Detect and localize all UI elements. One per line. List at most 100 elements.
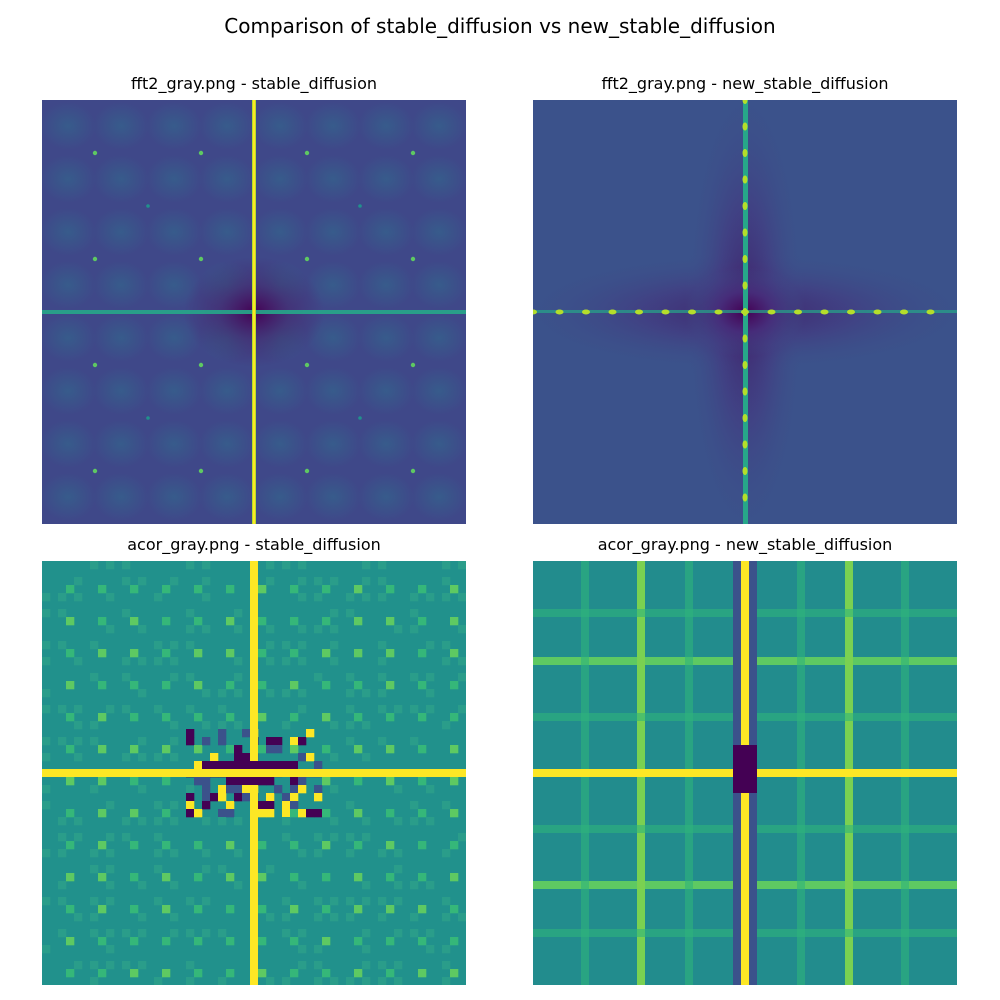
heatmap-cell (202, 929, 211, 938)
heatmap-cell (170, 913, 179, 922)
heatmap-cell (450, 745, 459, 754)
heatmap-cell (42, 849, 51, 858)
heatmap-cell (378, 897, 387, 906)
heatmap-peak (742, 175, 748, 184)
heatmap-cell (314, 945, 323, 954)
heatmap-cell (186, 961, 195, 970)
heatmap-cell (154, 593, 163, 602)
heatmap-cell (258, 809, 267, 818)
heatmap-cell (266, 865, 275, 874)
heatmap-cell (330, 753, 339, 762)
heatmap-cell (42, 945, 51, 954)
heatmap-cell (234, 881, 243, 890)
heatmap-cell (154, 833, 163, 842)
heatmap-cell (330, 977, 339, 985)
heatmap-peak (198, 468, 204, 474)
heatmap-peak (410, 256, 416, 262)
heatmap-cell (202, 777, 211, 786)
heatmap-cell (202, 793, 211, 802)
heatmap-cell (130, 969, 139, 978)
heatmap-cell (282, 561, 291, 570)
panel-title: acor_gray.png - stable_diffusion (127, 535, 381, 554)
heatmap-cell (130, 617, 139, 626)
heatmap-cell (458, 705, 466, 714)
heatmap-cell (394, 897, 403, 906)
heatmap-cell (418, 585, 427, 594)
heatmap-blob (358, 102, 414, 150)
heatmap-cell (346, 977, 355, 985)
heatmap-cell (282, 833, 291, 842)
heatmap-cell (162, 681, 171, 690)
heatmap-blob (93, 473, 149, 521)
heatmap-peak (533, 309, 537, 315)
heatmap-cell (378, 593, 387, 602)
heatmap-cell (170, 801, 179, 810)
heatmap-cell (378, 657, 387, 666)
heatmap-cell (234, 849, 243, 858)
heatmap-cell (298, 929, 307, 938)
heatmap-cell (266, 641, 275, 650)
heatmap-cell (258, 681, 267, 690)
heatmap-cell (218, 689, 227, 698)
heatmap-peak (92, 362, 98, 368)
heatmap-cell (298, 705, 307, 714)
heatmap-cell (394, 977, 403, 985)
heatmap-cell (186, 897, 195, 906)
heatmap-image (533, 100, 957, 524)
heatmap-cell (418, 617, 427, 626)
heatmap-cell (442, 593, 451, 602)
heatmap-cell (66, 777, 75, 786)
heatmap-cell (282, 721, 291, 730)
heatmap-blob (411, 420, 466, 468)
heatmap-cell (122, 609, 131, 618)
heatmap-cell (354, 969, 363, 978)
heatmap-cell (410, 593, 419, 602)
heatmap-cell (74, 913, 83, 922)
heatmap-cell (106, 945, 115, 954)
heatmap-cell (66, 841, 75, 850)
heatmap-image (533, 561, 957, 985)
heatmap-blob (146, 473, 202, 521)
heatmap-cell (234, 753, 243, 762)
heatmap-cell (58, 609, 67, 618)
heatmap-cell (378, 913, 387, 922)
heatmap-cell (130, 713, 139, 722)
heatmap-peak (304, 150, 310, 156)
heatmap-cell (98, 777, 107, 786)
heatmap-cell (330, 625, 339, 634)
heatmap-blob (411, 367, 466, 415)
heatmap-cell (122, 817, 131, 826)
heatmap-cell (58, 849, 67, 858)
heatmap-cell (450, 873, 459, 882)
heatmap-cell (162, 745, 171, 754)
heatmap-blob (93, 261, 149, 309)
heatmap-cell (194, 617, 203, 626)
heatmap-cell (410, 929, 419, 938)
heatmap-peak (555, 309, 564, 315)
heatmap-blob (252, 102, 308, 150)
heatmap-cell (90, 849, 99, 858)
heatmap-image (42, 561, 466, 985)
heatmap-blob (199, 208, 255, 256)
heatmap-cell (394, 961, 403, 970)
heatmap-blob (305, 473, 361, 521)
heatmap-cell (378, 705, 387, 714)
heatmap-cell (42, 753, 51, 762)
heatmap-peak (742, 228, 748, 237)
heatmap-cell (386, 777, 395, 786)
heatmap-cell (218, 705, 227, 714)
heatmap-cell (442, 561, 451, 570)
heatmap-blob (411, 314, 466, 362)
heatmap-peak (742, 387, 748, 396)
heatmap-cell (282, 793, 291, 802)
heatmap-cell (202, 577, 211, 586)
heatmap-peak (198, 150, 204, 156)
heatmap-cell (186, 801, 195, 810)
heatmap-cell (242, 793, 251, 802)
heatmap-blob (42, 314, 96, 362)
heatmap-cell (194, 937, 203, 946)
heatmap-cell (122, 705, 131, 714)
heatmap-cell (258, 937, 267, 946)
heatmap-blob (42, 473, 96, 521)
heatmap-cell (242, 729, 251, 738)
